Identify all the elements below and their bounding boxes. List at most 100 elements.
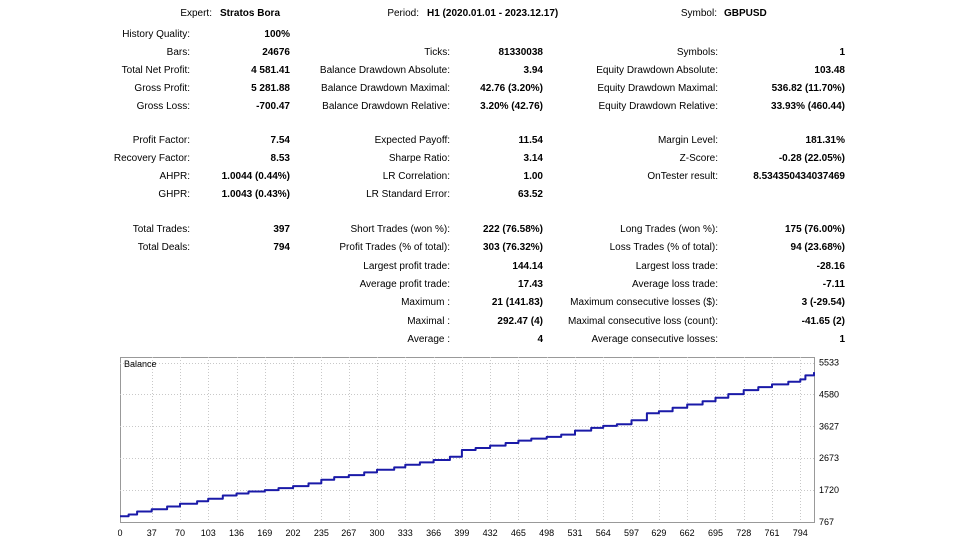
stat-label: Largest profit trade: [363, 261, 450, 272]
stats-row: Average profit trade: 17.43 Average loss t… [0, 276, 960, 294]
balance-line [120, 372, 815, 518]
balance-chart: 0 37 70 103 136 169 202 235 267 300 333 366 399 432 46… [118, 355, 846, 540]
stat-label: OnTester result: [647, 171, 718, 182]
stat-label: Equity Drawdown Maximal: [597, 83, 718, 94]
x-tick-label: 761 [765, 528, 780, 538]
stat-value: 100% [264, 29, 290, 40]
stat-label: Total Deals: [137, 242, 190, 253]
stat-value: 1 [839, 47, 845, 58]
stat-value: 94 (23.68%) [790, 242, 845, 253]
stat-label: Symbols: [676, 47, 718, 58]
stat-label: Ticks: [424, 47, 450, 58]
stat-label: Profit Trades (% of total): [339, 242, 450, 253]
stat-value: 33.93% (460.44) [771, 101, 845, 112]
stat-value: 3.14 [523, 153, 543, 164]
stat-label: Gross Loss: [136, 101, 190, 112]
stat-label: LR Correlation: [382, 171, 450, 182]
stat-value: 1.00 [523, 171, 543, 182]
stat-label: Average consecutive losses: [591, 334, 718, 345]
stat-label: Profit Factor: [132, 135, 190, 146]
stats-row: Total Net Profit: 4 581.41 Balance Drawdow… [0, 62, 960, 80]
stats-row: Maximum : 21 (141.83) Maximum consecutive … [0, 294, 960, 312]
stat-value: 24676 [262, 47, 290, 58]
stat-label: Largest loss trade: [635, 261, 718, 272]
expert-value: Stratos Bora [220, 8, 281, 19]
stat-value: 4 581.41 [251, 65, 290, 76]
stat-value: 181.31% [805, 135, 845, 146]
stat-label: Z-Score: [679, 153, 718, 164]
stat-value: 3 (-29.54) [801, 297, 845, 308]
stats-row: Total Deals: 794 Profit Trades (% of total… [0, 239, 960, 257]
expert-label: Expert: [180, 8, 212, 19]
stats-row: History Quality: 100% [0, 26, 960, 44]
stat-value: 103.48 [814, 65, 845, 76]
stat-label: Balance Drawdown Relative: [322, 101, 450, 112]
stat-label: Average profit trade: [359, 279, 450, 290]
x-tick-label: 564 [596, 528, 611, 538]
stat-label: Recovery Factor: [113, 153, 190, 164]
stat-value: 292.47 (4) [497, 316, 543, 327]
stat-label: Margin Level: [657, 135, 718, 146]
x-tick-label: 235 [314, 528, 329, 538]
y-tick-label: 4580 [819, 389, 839, 399]
x-tick-label: 169 [257, 528, 272, 538]
stat-value: -7.11 [822, 279, 845, 290]
x-tick-label: 531 [567, 528, 582, 538]
period-label: Period: [387, 8, 419, 19]
stat-value: 1 [839, 334, 845, 345]
x-tick-label: 300 [370, 528, 385, 538]
stat-label: Sharpe Ratio: [388, 153, 450, 164]
stat-value: 63.52 [517, 189, 543, 200]
stat-label: Bars: [166, 47, 190, 58]
stats-row: AHPR: 1.0044 (0.44%) LR Correlation: 1.00 On… [0, 168, 960, 186]
y-tick-label: 5533 [819, 358, 839, 368]
y-tick-label: 2673 [819, 453, 839, 463]
y-tick-label: 3627 [819, 421, 839, 431]
stat-label: Balance Drawdown Maximal: [321, 83, 450, 94]
stat-label: Maximal : [407, 316, 450, 327]
stat-label: Long Trades (won %): [620, 224, 718, 235]
x-tick-label: 728 [736, 528, 751, 538]
stat-value: -28.16 [816, 261, 845, 272]
stat-label: Short Trades (won %): [350, 224, 450, 235]
stat-label: LR Standard Error: [366, 189, 450, 200]
x-tick-label: 70 [175, 528, 185, 538]
stat-value: 81330038 [498, 47, 544, 58]
stat-label: Balance Drawdown Absolute: [319, 65, 450, 76]
x-tick-label: 399 [454, 528, 469, 538]
symbol-label: Symbol: [680, 8, 717, 19]
stat-value: 397 [273, 224, 290, 235]
stat-label: Total Net Profit: [121, 65, 190, 76]
stat-label: Average loss trade: [632, 279, 718, 290]
stat-value: 794 [273, 242, 290, 253]
stats-row: Bars: 24676 Ticks: 81330038 Symbols: 1 [0, 44, 960, 62]
stat-value: 8.53 [270, 153, 290, 164]
x-tick-label: 695 [708, 528, 723, 538]
x-tick-label: 136 [229, 528, 244, 538]
stat-value: 3.94 [523, 65, 543, 76]
stat-label: Maximal consecutive loss (count): [567, 316, 718, 327]
stat-value: 303 (76.32%) [482, 242, 543, 253]
stats-row: Recovery Factor: 8.53 Sharpe Ratio: 3.14 Z-S… [0, 150, 960, 168]
stat-label: Total Trades: [132, 224, 190, 235]
stat-label: Expected Payoff: [374, 135, 450, 146]
x-tick-label: 662 [680, 528, 695, 538]
x-tick-label: 465 [511, 528, 526, 538]
x-tick-label: 202 [286, 528, 301, 538]
stat-label: Loss Trades (% of total): [609, 242, 718, 253]
stat-value: 222 (76.58%) [482, 224, 543, 235]
stat-label: Maximum consecutive losses ($): [570, 297, 718, 308]
x-tick-label: 103 [201, 528, 216, 538]
stat-value: 1.0043 (0.43%) [221, 189, 290, 200]
stat-label: Average : [407, 334, 450, 345]
plot-area [120, 357, 815, 523]
stat-label: Equity Drawdown Relative: [598, 101, 719, 112]
x-tick-label: 432 [483, 528, 498, 538]
y-tick-label: 767 [819, 517, 834, 527]
balance-chart-svg: 0 37 70 103 136 169 202 235 267 300 333 366 399 432 46… [118, 357, 839, 538]
stats-row: Profit Factor: 7.54 Expected Payoff: 11.54 M… [0, 132, 960, 150]
stat-value: 42.76 (3.20%) [480, 83, 543, 94]
stat-value: 7.54 [270, 135, 290, 146]
stat-label: Equity Drawdown Absolute: [596, 65, 718, 76]
y-tick-label: 1720 [819, 485, 839, 495]
